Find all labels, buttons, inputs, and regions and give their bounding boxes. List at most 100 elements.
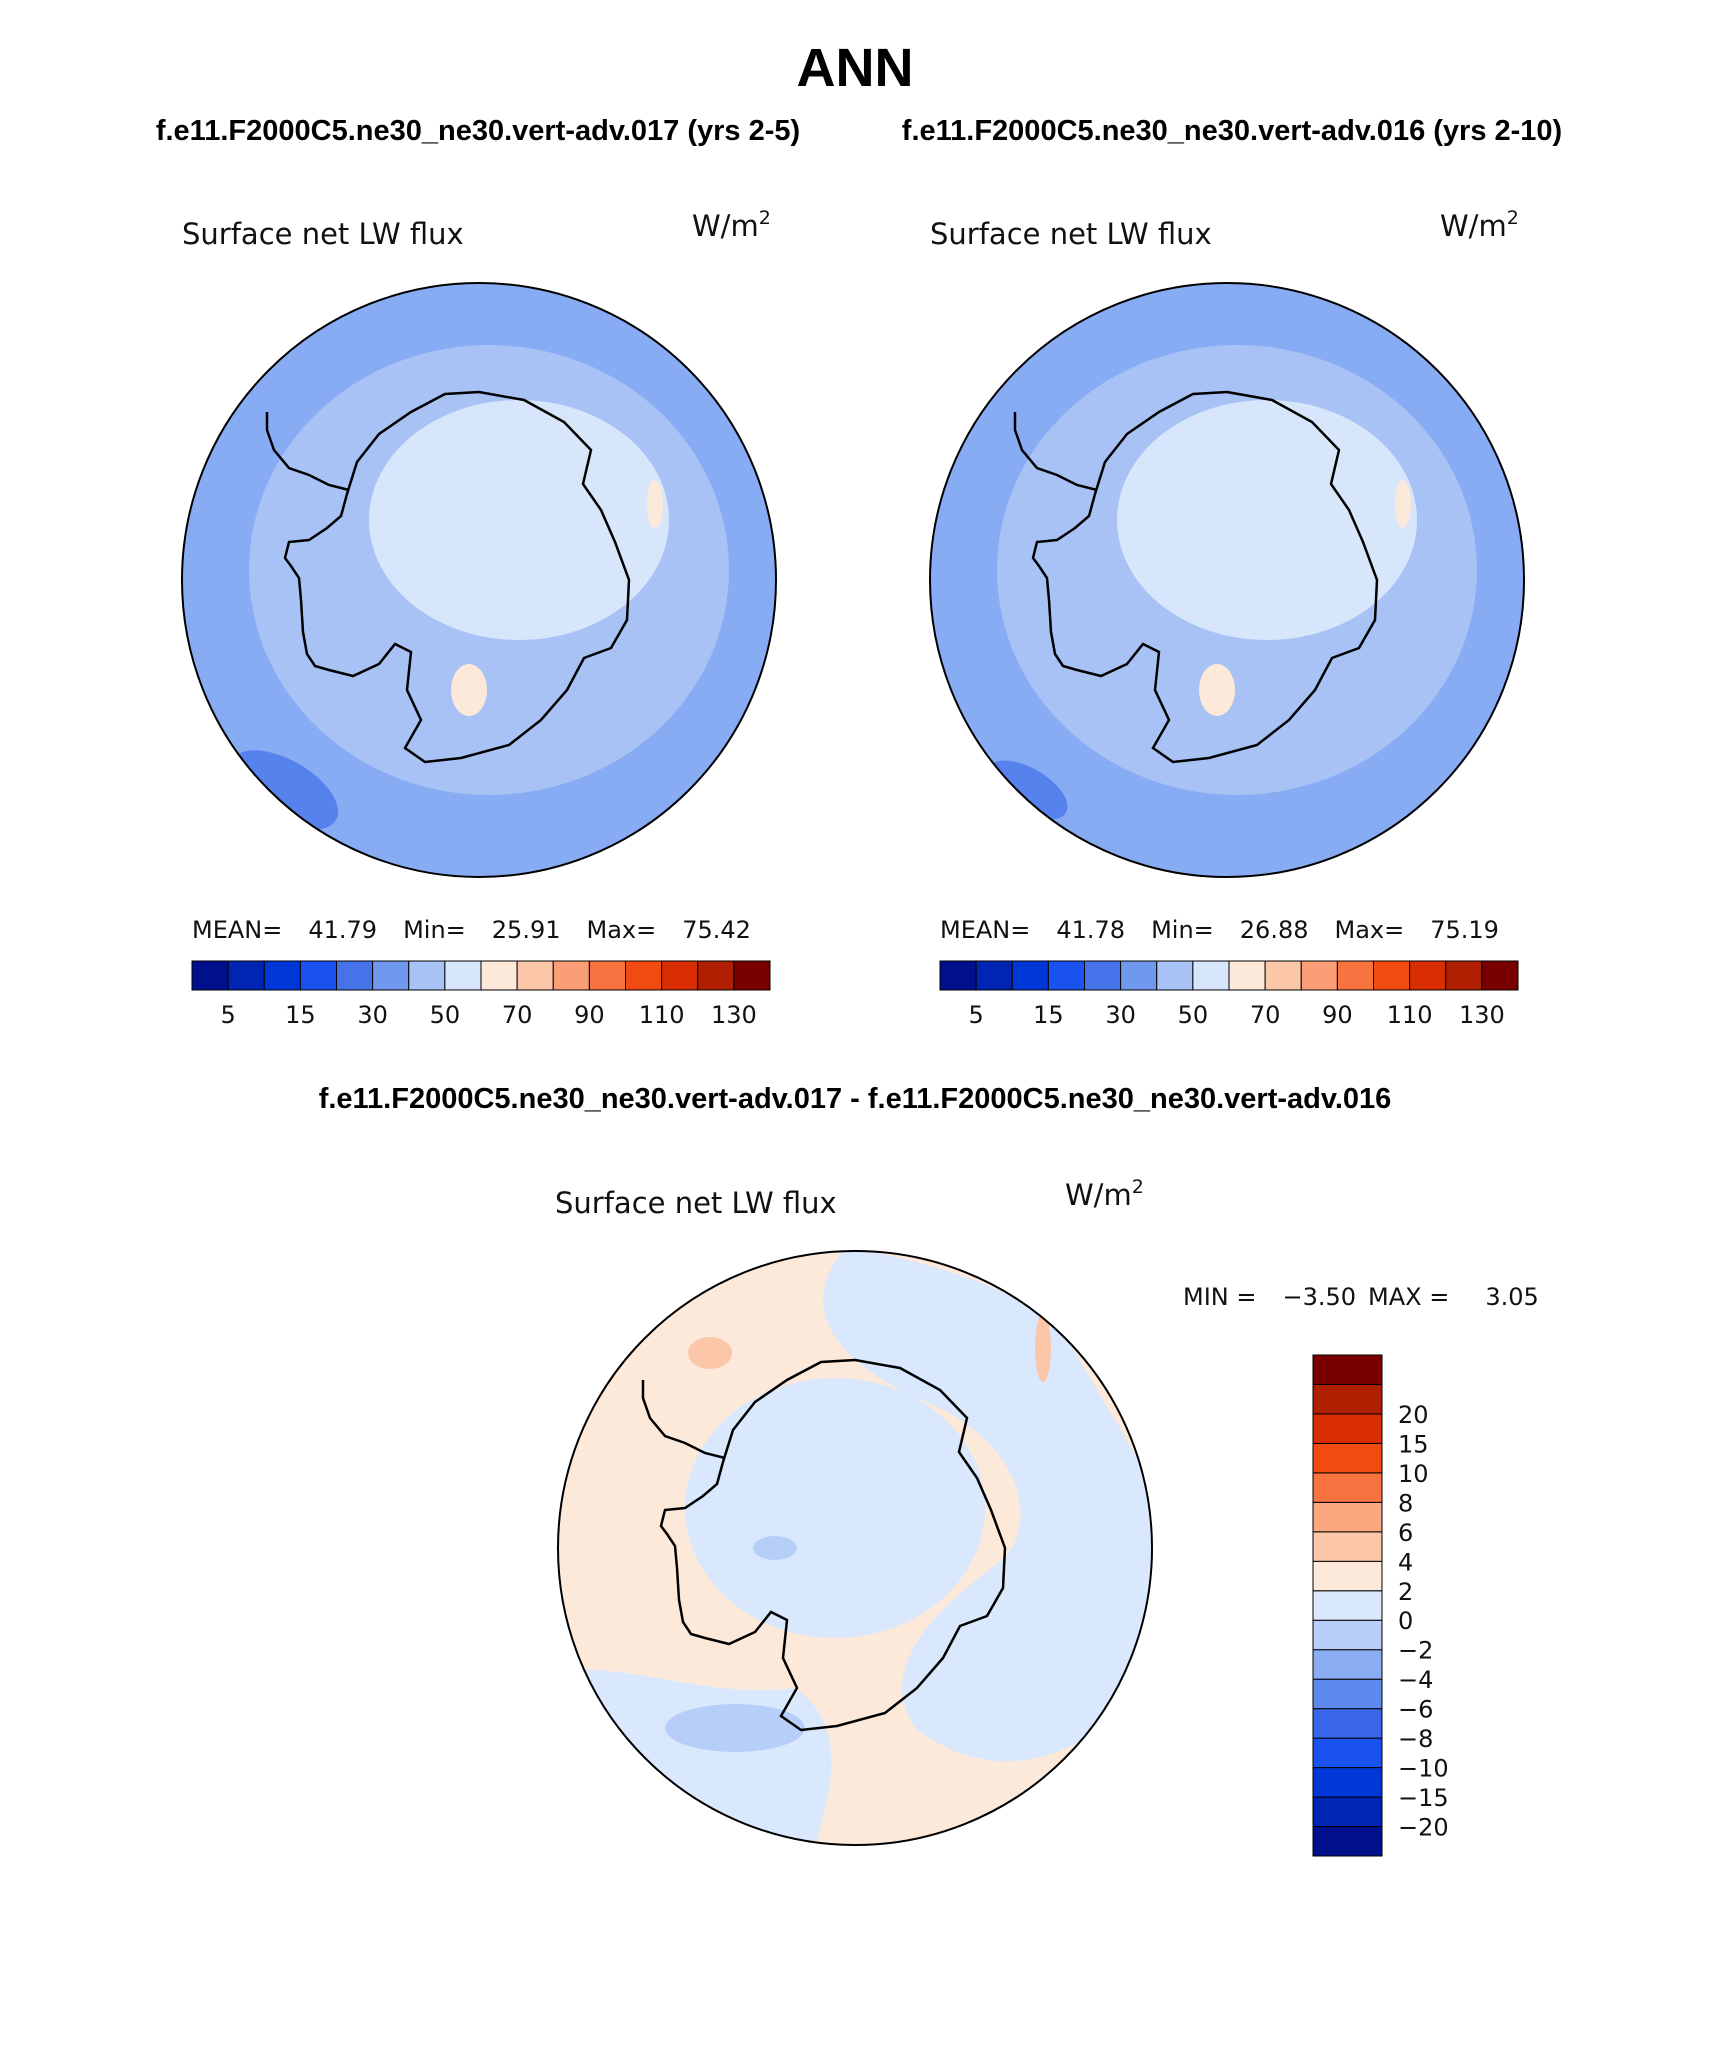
negative-patch [753,1536,797,1560]
colorbar-swatch [733,960,771,991]
colorbar-swatch [1373,960,1411,991]
colorbar-swatch [1445,960,1483,991]
case-b-title: f.e11.F2000C5.ne30_ne30.vert-adv.016 (yr… [902,115,1562,147]
colorbar-tick-label: 4 [1398,1548,1413,1576]
diff-title: f.e11.F2000C5.ne30_ne30.vert-adv.017 - f… [319,1083,1392,1115]
colorbar-swatch [697,960,735,991]
colorbar-swatch [625,960,663,991]
colorbar-tick-label: 6 [1398,1519,1413,1547]
panel-case-a: Surface net LW flux W/m2 MEAN= 41.79 Min= 2… [181,207,777,1029]
panel-b-stats: MEAN= 41.78 Min= 26.88 Max= 75.19 [940,916,1499,944]
colorbar-swatch [1312,1590,1383,1621]
colorbar-tick-label: 5 [220,1001,235,1029]
positive-patch [1035,1314,1051,1382]
panel-diff-units: W/m2 [1065,1176,1144,1212]
colorbar-tick-label: 2 [1398,1578,1413,1606]
colorbar-tick-label: −6 [1398,1696,1433,1724]
figure-title: ANN [797,38,914,98]
high-flux-patch [1199,664,1235,716]
colorbar-swatch [1312,1560,1383,1592]
colorbar-swatch [1300,960,1338,991]
panel-a-stats: MEAN= 41.79 Min= 25.91 Max= 75.42 [192,916,751,944]
colorbar-swatch [1481,960,1519,991]
panel-b-variable: Surface net LW flux [930,217,1212,251]
colorbar-tick-label: 8 [1398,1489,1413,1517]
polar-map-a [181,282,777,878]
colorbar-swatch [1228,960,1266,991]
colorbar-swatch [1312,1383,1383,1415]
colorbar-swatch [975,960,1013,991]
colorbar-tick-label: 10 [1398,1460,1429,1488]
colorbar-swatch [263,960,301,991]
colorbar-tick-label: 30 [1105,1001,1136,1029]
colorbar-tick-label: 70 [502,1001,533,1029]
high-flux-patch [647,480,663,528]
colorbar-swatch [1312,1442,1383,1474]
high-flux-patch [1395,480,1411,528]
colorbar-tick-label: −2 [1398,1637,1433,1665]
colorbar-b: 5 15 30 50 70 90 110 130 [939,960,1519,1029]
colorbar-swatch [552,960,590,991]
colorbar-tick-label: 90 [574,1001,605,1029]
low-flux-patch [192,290,286,360]
colorbar-tick-label: 70 [1250,1001,1281,1029]
colorbar-swatch [1192,960,1230,991]
panel-b-units: W/m2 [1440,207,1519,243]
colorbar-swatch [1312,1708,1383,1739]
panel-diff-variable: Surface net LW flux [555,1186,837,1220]
low-flux-patch [940,290,1034,360]
map-boundary [181,282,777,878]
colorbar-tick-label: 130 [711,1001,757,1029]
colorbar-swatch [408,960,446,991]
colorbar-swatch [1312,1737,1383,1769]
panel-a-variable: Surface net LW flux [182,217,464,251]
colorbar-swatch [227,960,265,991]
polar-map-diff [557,1250,1153,1846]
colorbar-tick-label: −20 [1398,1814,1449,1842]
polar-map-b [929,282,1525,878]
positive-patch [688,1337,732,1369]
colorbar-tick-label: 15 [1033,1001,1064,1029]
plateau-field [369,400,669,640]
colorbar-tick-label: 5 [968,1001,983,1029]
colorbar-swatch [372,960,410,991]
colorbar-a: 5 15 30 50 70 90 110 130 [191,960,771,1029]
colorbar-swatch [480,960,518,991]
colorbar-swatch [588,960,626,991]
colorbar-tick-label: 50 [430,1001,461,1029]
colorbar-swatch [1264,960,1302,991]
colorbar-tick-label: 110 [639,1001,685,1029]
negative-field [685,1378,985,1638]
low-flux-patch [986,760,1068,820]
colorbar-swatch [661,960,699,991]
case-a-title: f.e11.F2000C5.ne30_ne30.vert-adv.017 (yr… [156,115,800,147]
colorbar-tick-label: 50 [1178,1001,1209,1029]
colorbar-swatch [1120,960,1158,991]
positive-patch [597,1332,617,1384]
colorbar-tick-label: −10 [1398,1755,1449,1783]
colorbar-swatch [1312,1826,1383,1857]
plateau-field [1117,400,1417,640]
colorbar-swatch [1011,960,1049,991]
panel-difference: Surface net LW flux W/m2 MIN = −3.50 MAX =… [555,1176,1539,1857]
colorbar-tick-label: 130 [1459,1001,1505,1029]
colorbar-tick-label: 15 [1398,1430,1429,1458]
colorbar-swatch [1047,960,1085,991]
colorbar-tick-label: 20 [1398,1401,1429,1429]
colorbar-swatch [1409,960,1447,991]
colorbar-swatch [1156,960,1194,991]
colorbar-swatch [299,960,337,991]
colorbar-swatch [1312,1501,1383,1533]
colorbar-tick-label: −15 [1398,1784,1449,1812]
colorbar-swatch [1312,1472,1383,1503]
panel-a-units: W/m2 [692,207,771,243]
colorbar-tick-label: 30 [357,1001,388,1029]
colorbar-swatch [1336,960,1374,991]
colorbar-tick-label: −8 [1398,1725,1433,1753]
colorbar-tick-label: 110 [1387,1001,1433,1029]
colorbar-swatch [1312,1678,1383,1710]
colorbar-tick-label: −4 [1398,1666,1433,1694]
high-flux-patch [451,664,487,716]
